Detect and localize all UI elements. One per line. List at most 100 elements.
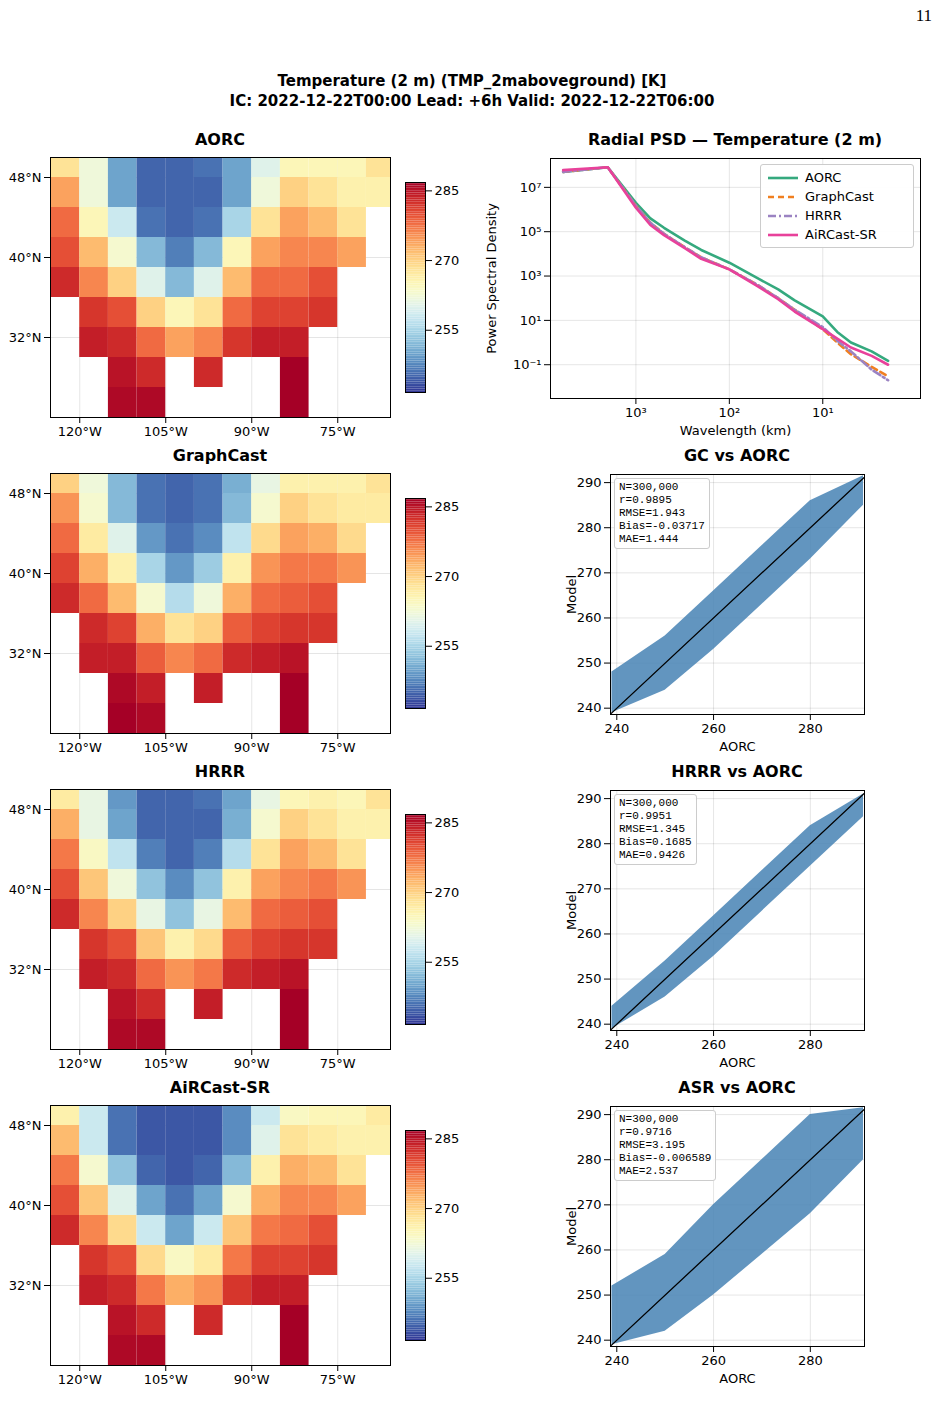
svg-text:32°N: 32°N <box>9 330 42 345</box>
svg-text:270: 270 <box>577 881 602 896</box>
svg-text:280: 280 <box>577 836 602 851</box>
svg-text:285: 285 <box>435 499 460 514</box>
svg-text:105°W: 105°W <box>144 1056 188 1071</box>
svg-text:255: 255 <box>435 954 460 969</box>
svg-text:280: 280 <box>798 721 823 736</box>
svg-text:270: 270 <box>435 885 460 900</box>
svg-text:AORC: AORC <box>719 1055 755 1070</box>
svg-text:280: 280 <box>798 1353 823 1368</box>
svg-text:Model: Model <box>564 891 579 930</box>
svg-text:10²: 10² <box>718 405 740 420</box>
svg-text:270: 270 <box>435 569 460 584</box>
svg-text:10¹: 10¹ <box>812 405 834 420</box>
html-text:11: 11 <box>915 6 932 25</box>
svg-text:240: 240 <box>577 700 602 715</box>
svg-text:240: 240 <box>604 721 629 736</box>
svg-text:120°W: 120°W <box>58 740 102 755</box>
svg-text:260: 260 <box>577 610 602 625</box>
svg-text:Model: Model <box>564 575 579 614</box>
svg-text:120°W: 120°W <box>58 1372 102 1387</box>
svg-text:48°N: 48°N <box>9 486 42 501</box>
svg-text:270: 270 <box>577 1197 602 1212</box>
svg-text:32°N: 32°N <box>9 1278 42 1293</box>
svg-text:Wavelength (km): Wavelength (km) <box>680 423 792 438</box>
svg-text:285: 285 <box>435 1131 460 1146</box>
svg-text:32°N: 32°N <box>9 962 42 977</box>
svg-text:48°N: 48°N <box>9 1118 42 1133</box>
svg-text:280: 280 <box>577 1152 602 1167</box>
svg-text:120°W: 120°W <box>58 1056 102 1071</box>
svg-text:255: 255 <box>435 638 460 653</box>
html-text:N=300,000: N=300,000 <box>619 481 679 493</box>
svg-text:250: 250 <box>577 971 602 986</box>
svg-text:260: 260 <box>701 1353 726 1368</box>
svg-text:10¹: 10¹ <box>520 313 542 328</box>
svg-text:280: 280 <box>577 520 602 535</box>
html-text:Temperature (2 m) (TMP_2mabove: Temperature (2 m) (TMP_2maboveground) [K… <box>277 72 667 90</box>
svg-text:270: 270 <box>577 565 602 580</box>
svg-text:260: 260 <box>701 721 726 736</box>
svg-text:290: 290 <box>577 475 602 490</box>
svg-text:105°W: 105°W <box>144 740 188 755</box>
html-text:AiRCast-SR: AiRCast-SR <box>169 1078 271 1097</box>
html-text:ASR vs AORC: ASR vs AORC <box>678 1078 796 1097</box>
svg-text:270: 270 <box>435 1201 460 1216</box>
svg-text:40°N: 40°N <box>9 566 42 581</box>
svg-text:255: 255 <box>435 1270 460 1285</box>
svg-text:90°W: 90°W <box>234 424 270 439</box>
svg-text:260: 260 <box>577 1242 602 1257</box>
svg-text:105°W: 105°W <box>144 1372 188 1387</box>
svg-text:290: 290 <box>577 791 602 806</box>
svg-text:105°W: 105°W <box>144 424 188 439</box>
svg-text:240: 240 <box>577 1016 602 1031</box>
svg-text:240: 240 <box>604 1353 629 1368</box>
html-text:GraphCast: GraphCast <box>172 446 268 465</box>
svg-text:AORC: AORC <box>719 1371 755 1386</box>
svg-text:90°W: 90°W <box>234 1056 270 1071</box>
html-text:AORC: AORC <box>805 170 842 185</box>
svg-text:120°W: 120°W <box>58 424 102 439</box>
svg-text:48°N: 48°N <box>9 170 42 185</box>
svg-text:290: 290 <box>577 1107 602 1122</box>
svg-text:32°N: 32°N <box>9 646 42 661</box>
svg-text:250: 250 <box>577 655 602 670</box>
html-text:AiRCast-SR: AiRCast-SR <box>805 227 877 242</box>
svg-text:10⁷: 10⁷ <box>520 180 542 195</box>
svg-text:75°W: 75°W <box>320 1372 356 1387</box>
svg-text:40°N: 40°N <box>9 882 42 897</box>
svg-text:48°N: 48°N <box>9 802 42 817</box>
svg-text:40°N: 40°N <box>9 250 42 265</box>
svg-text:285: 285 <box>435 815 460 830</box>
html-text:AORC: AORC <box>195 130 245 149</box>
svg-text:40°N: 40°N <box>9 1198 42 1213</box>
svg-text:AORC: AORC <box>719 739 755 754</box>
svg-text:Model: Model <box>564 1207 579 1246</box>
svg-text:10³: 10³ <box>625 405 647 420</box>
svg-text:250: 250 <box>577 1287 602 1302</box>
html-text:HRRR: HRRR <box>805 208 842 223</box>
html-text:IC: 2022-12-22T00:00 Lead: +6h: IC: 2022-12-22T00:00 Lead: +6h Valid: 20… <box>229 92 715 110</box>
svg-text:90°W: 90°W <box>234 740 270 755</box>
svg-text:255: 255 <box>435 322 460 337</box>
svg-text:10⁻¹: 10⁻¹ <box>513 357 542 372</box>
svg-text:90°W: 90°W <box>234 1372 270 1387</box>
svg-text:10³: 10³ <box>520 268 542 283</box>
svg-text:260: 260 <box>577 926 602 941</box>
svg-text:240: 240 <box>604 1037 629 1052</box>
html-text:HRRR: HRRR <box>194 762 246 781</box>
svg-text:260: 260 <box>701 1037 726 1052</box>
html-text:GC vs AORC: GC vs AORC <box>684 446 790 465</box>
html-text:GraphCast: GraphCast <box>805 189 874 204</box>
svg-text:280: 280 <box>798 1037 823 1052</box>
svg-text:285: 285 <box>435 183 460 198</box>
svg-text:75°W: 75°W <box>320 1056 356 1071</box>
svg-text:10⁵: 10⁵ <box>520 224 542 239</box>
html-text:Radial PSD — Temperature (2 m): Radial PSD — Temperature (2 m) <box>587 130 883 149</box>
svg-text:240: 240 <box>577 1332 602 1347</box>
svg-text:75°W: 75°W <box>320 740 356 755</box>
html-text:r=0.9895: r=0.9895 <box>619 494 672 506</box>
svg-text:75°W: 75°W <box>320 424 356 439</box>
html-text:HRRR vs AORC: HRRR vs AORC <box>671 762 803 781</box>
svg-text:270: 270 <box>435 253 460 268</box>
svg-text:Power Spectral Density: Power Spectral Density <box>484 203 499 354</box>
